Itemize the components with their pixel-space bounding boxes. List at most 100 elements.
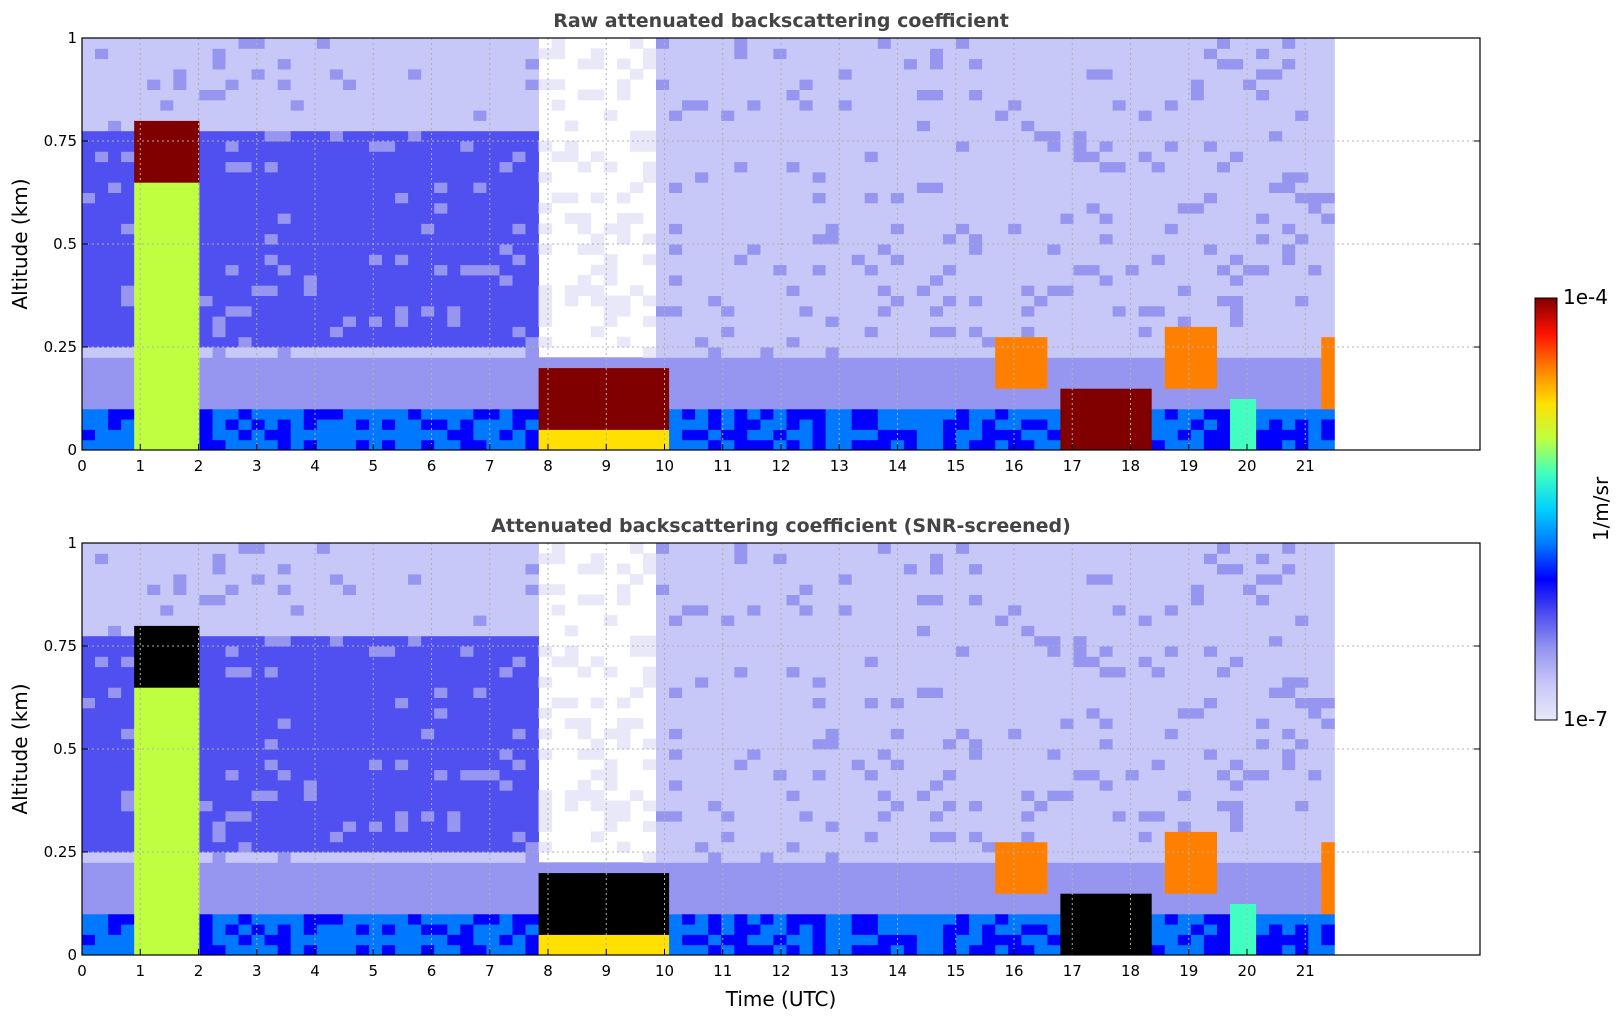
heatmap-cell [1217, 305, 1231, 317]
heatmap-cell [121, 749, 135, 760]
heatmap-cell [695, 192, 709, 204]
heatmap-cell [1321, 305, 1335, 317]
heatmap-cell [264, 893, 279, 904]
heatmap-cell [760, 336, 774, 348]
heatmap-cell [290, 841, 305, 853]
heatmap-cell [969, 398, 983, 410]
heatmap-cell [473, 223, 487, 235]
heatmap-cell [890, 141, 905, 152]
heatmap-cell [369, 295, 383, 307]
heatmap-cell [564, 388, 579, 399]
heatmap-cell [1190, 377, 1205, 389]
heatmap-cell [1060, 316, 1074, 327]
heatmap-cell [212, 48, 226, 60]
heatmap-cell [460, 625, 474, 637]
heatmap-cell [290, 934, 305, 946]
heatmap-cell [356, 377, 370, 389]
heatmap-cell [708, 48, 722, 60]
heatmap-cell [486, 274, 500, 286]
heatmap-cell [1177, 398, 1192, 410]
heatmap-cell [212, 852, 226, 863]
heatmap-cell [447, 38, 461, 49]
heatmap-cell [499, 89, 513, 101]
heatmap-cell [95, 151, 109, 163]
heatmap-cell [1073, 305, 1087, 317]
heatmap-cell [329, 738, 344, 750]
heatmap-cell [669, 171, 683, 183]
heatmap-cell [1047, 151, 1061, 163]
heatmap-cell [643, 347, 657, 358]
heatmap-cell [421, 398, 435, 410]
heatmap-cell [199, 594, 213, 606]
heatmap-cell [277, 316, 292, 327]
heatmap-cell [408, 336, 422, 348]
heatmap-cell [590, 285, 605, 296]
heatmap-cell [916, 233, 931, 245]
heatmap-cell [395, 573, 409, 585]
heatmap-cell [134, 244, 148, 255]
heatmap-cell [82, 254, 96, 266]
heatmap-cell [708, 377, 722, 389]
heatmap-cell [95, 233, 109, 245]
heatmap-cell [1112, 202, 1127, 214]
heatmap-cell [290, 615, 305, 626]
heatmap-cell [1021, 110, 1035, 121]
heatmap-cell [316, 254, 331, 266]
heatmap-cell [969, 141, 983, 152]
heatmap-cell [264, 377, 279, 389]
heatmap-cell [486, 48, 500, 60]
heatmap-cell [199, 202, 213, 214]
heatmap-cell [1034, 398, 1048, 410]
heatmap-cell [1295, 285, 1309, 296]
heatmap-cell [747, 120, 761, 132]
heatmap-cell [512, 295, 526, 307]
heatmap-cell [134, 254, 148, 266]
heatmap-cell [851, 305, 866, 317]
heatmap-cell [1230, 99, 1244, 111]
heatmap-cell [1308, 305, 1322, 317]
heatmap-cell [708, 89, 722, 101]
heatmap-cell [1112, 58, 1127, 70]
heatmap-cell [395, 377, 409, 389]
heatmap-cell [799, 419, 813, 430]
heatmap-cell [369, 790, 383, 801]
heatmap-cell [225, 244, 239, 255]
heatmap-cell [1295, 38, 1309, 49]
heatmap-cell [812, 244, 827, 255]
heatmap-cell [160, 254, 174, 266]
heatmap-cell [669, 58, 683, 70]
heatmap-cell [121, 604, 135, 616]
heatmap-cell [199, 790, 213, 801]
heatmap-cell [395, 852, 409, 863]
heatmap-cell [812, 295, 827, 307]
x-tick-label: 16 [1004, 457, 1023, 475]
heatmap-cell [786, 305, 800, 317]
heatmap-cell [316, 182, 331, 193]
heatmap-cell [525, 223, 539, 235]
heatmap-cell [173, 192, 187, 204]
heatmap-cell [460, 759, 474, 771]
heatmap-cell [1138, 316, 1153, 327]
y-axis-ticks: 00.250.50.751 [44, 29, 1480, 459]
heatmap-cell [1269, 58, 1283, 70]
heatmap-cell [395, 604, 409, 616]
heatmap-cell [251, 666, 266, 678]
heatmap-cell [616, 223, 631, 235]
heatmap-cell [316, 656, 331, 668]
heatmap-cell [1125, 398, 1140, 410]
heatmap-cell [525, 264, 539, 276]
heatmap-cell [734, 223, 748, 235]
heatmap-cell [1282, 439, 1296, 451]
heatmap-cell [434, 99, 448, 111]
heatmap-cell [721, 141, 735, 152]
heatmap-cell [382, 872, 396, 884]
heatmap-cell [460, 161, 474, 173]
heatmap-cell [1034, 305, 1048, 317]
heatmap-cell [95, 707, 109, 719]
heatmap-cell [1164, 233, 1179, 245]
heatmap-cell [447, 779, 461, 791]
heatmap-cell [825, 274, 840, 286]
heatmap-cell [160, 718, 174, 729]
heatmap-cell [277, 615, 292, 626]
heatmap-cell [760, 202, 774, 214]
